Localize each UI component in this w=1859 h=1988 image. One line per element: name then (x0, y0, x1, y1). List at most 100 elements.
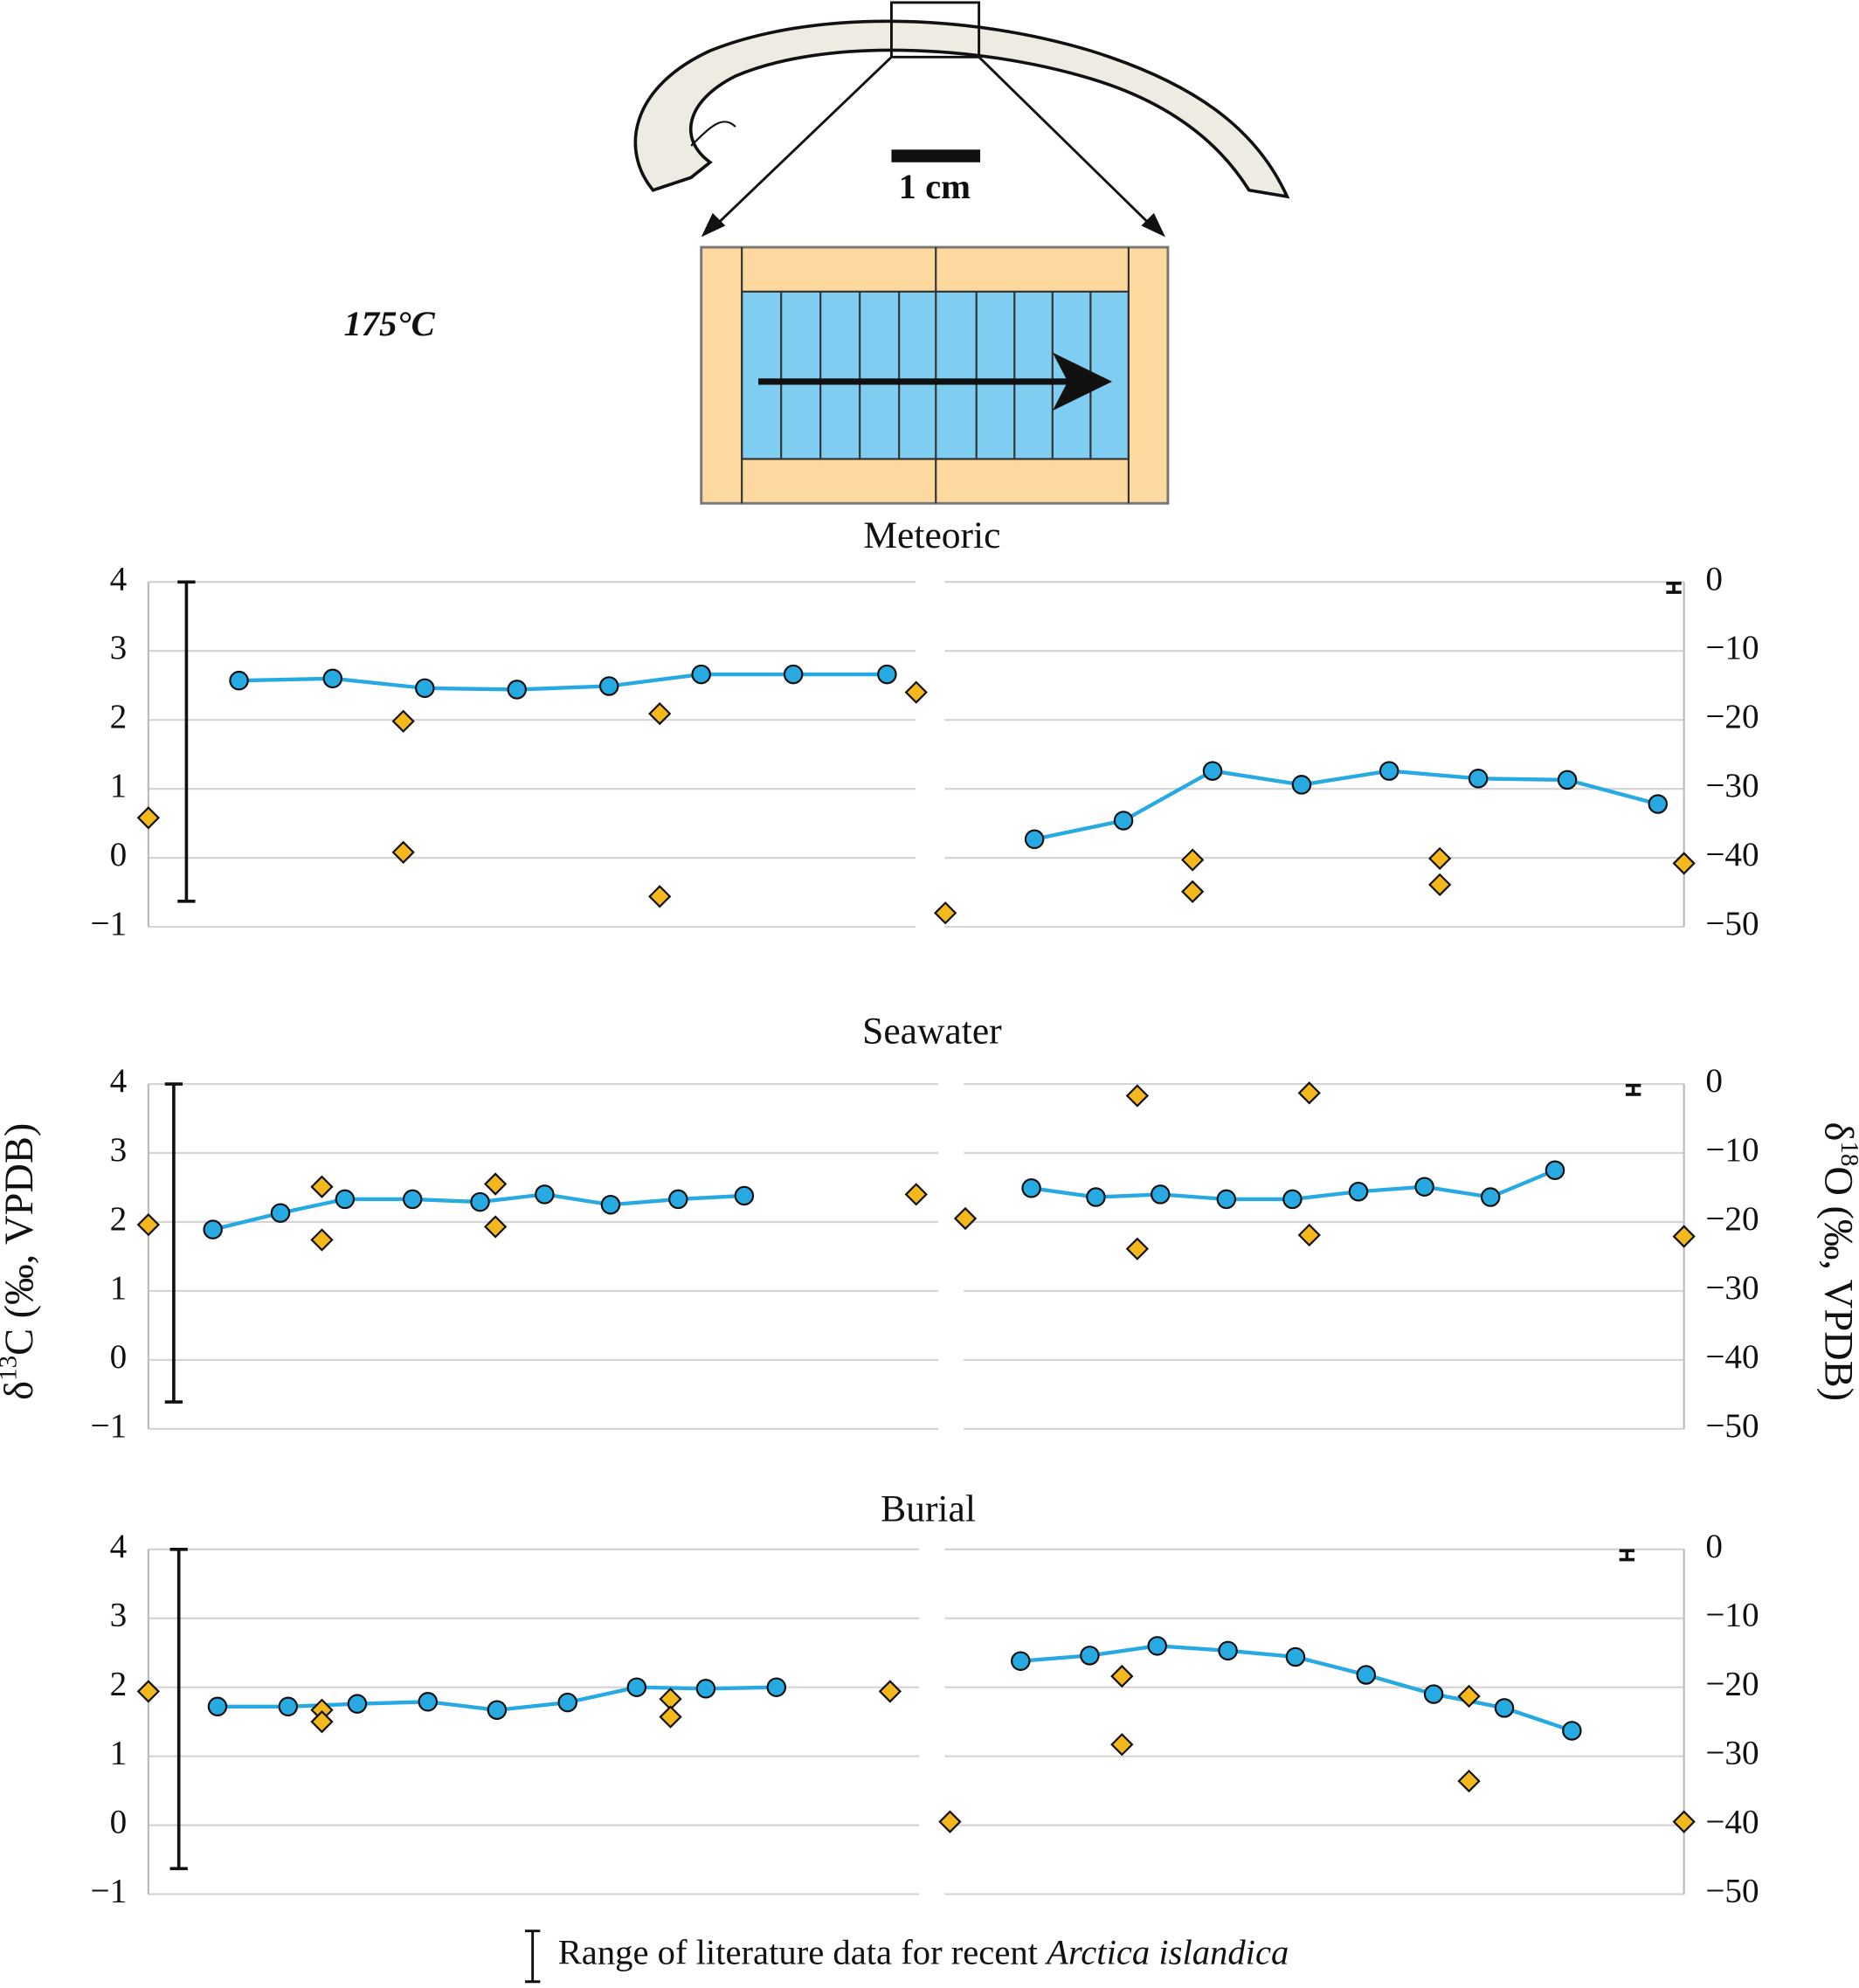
scale-label: 1 cm (899, 167, 971, 206)
y-tick-label: 1 (110, 767, 128, 804)
diamond-point (1181, 848, 1205, 872)
diamond-point (1297, 1223, 1321, 1247)
circle-point (1648, 794, 1669, 814)
label-part: C (‰, VPDB) (0, 1123, 42, 1356)
legend-part: Range of literature data for recent (558, 1933, 1047, 1972)
arrowhead (701, 212, 726, 238)
circle-point (1086, 1187, 1106, 1207)
zoom-line (708, 56, 893, 232)
y-tick-label: 2 (110, 698, 128, 735)
y-tick-label: 0 (110, 1338, 128, 1376)
circle-point (734, 1185, 755, 1206)
diamond-point (904, 1183, 928, 1206)
zoom-box (890, 1, 981, 59)
y2-tick-label: 0 (1705, 1062, 1723, 1100)
y2-tick-label: 0 (1705, 560, 1723, 597)
circle-point (507, 680, 527, 700)
diamond-point (136, 806, 161, 830)
circle-point (1480, 1187, 1501, 1207)
y-tick-label: 3 (110, 1597, 128, 1634)
y-axis-label: δ13C (‰, VPDB) (0, 1123, 42, 1400)
y2-tick-label: −10 (1705, 1131, 1759, 1169)
y-tick-label: 0 (110, 1804, 128, 1841)
y-tick-label: −1 (90, 905, 127, 942)
circle-point (229, 670, 249, 691)
circle-point (695, 1679, 716, 1699)
y-tick-label: 2 (110, 1200, 128, 1238)
label-part: 18 (1835, 1141, 1859, 1166)
circle-point (668, 1189, 688, 1210)
diamond-point (1428, 846, 1452, 871)
circle-point (1348, 1181, 1369, 1202)
y2-tick-label: −30 (1705, 767, 1759, 804)
circle-point (1414, 1177, 1434, 1197)
y2-tick-label: −50 (1705, 1873, 1759, 1910)
circle-point (1468, 769, 1489, 789)
diamond-point (391, 709, 415, 733)
circle-point (415, 678, 435, 699)
chart-title: Burial (881, 1488, 976, 1530)
label-part: 13 (0, 1356, 22, 1381)
y-tick-label: 4 (110, 560, 128, 597)
arrowhead (1141, 212, 1165, 238)
diamond-point (1457, 1684, 1481, 1708)
diamond-point (1428, 873, 1452, 897)
diamond-point (310, 1710, 334, 1734)
circle-point (1151, 1184, 1171, 1205)
chart-title: Seawater (862, 1010, 1002, 1052)
circle-point (1494, 1698, 1515, 1718)
y-tick-label: 1 (110, 1735, 128, 1772)
diamond-point (648, 701, 672, 726)
circle-point (335, 1189, 356, 1210)
diamond-point (1672, 1810, 1696, 1833)
circle-point (1379, 761, 1399, 781)
y2-tick-label: −20 (1705, 1200, 1759, 1238)
circle-point (1218, 1640, 1238, 1661)
y2-tick-label: −50 (1705, 905, 1759, 942)
y-tick-label: −1 (90, 1407, 127, 1445)
circle-point (877, 664, 897, 685)
y-tick-label: 4 (110, 1528, 128, 1565)
diamond-point (1297, 1081, 1321, 1105)
zoom-line (978, 56, 1158, 232)
y2-tick-label: −20 (1705, 1666, 1759, 1703)
y2-tick-label: −40 (1705, 1338, 1759, 1376)
circle-point (1021, 1178, 1041, 1198)
circle-point (1147, 1636, 1167, 1656)
diamond-point (1110, 1733, 1134, 1757)
diamond-point (483, 1215, 508, 1239)
series-line (238, 672, 888, 692)
circle-point (1285, 1646, 1306, 1667)
label-part: δ (0, 1381, 42, 1400)
y-tick-label: 2 (110, 1666, 128, 1703)
circle-point (1011, 1651, 1031, 1671)
y-tick-label: 3 (110, 1131, 128, 1169)
circle-point (626, 1677, 647, 1697)
circle-point (470, 1191, 490, 1212)
circle-point (347, 1694, 368, 1714)
y2-tick-label: −10 (1705, 629, 1759, 666)
circle-point (1423, 1684, 1444, 1704)
temperature: 175°C (344, 304, 436, 343)
y2-tick-label: −20 (1705, 698, 1759, 735)
y-tick-label: 3 (110, 629, 128, 666)
diamond-point (1672, 1225, 1696, 1248)
diamond-point (1181, 880, 1205, 903)
y-tick-label: 4 (110, 1062, 128, 1100)
diamond-point (310, 1228, 334, 1252)
diamond-point (904, 680, 928, 704)
circle-point (207, 1696, 228, 1717)
circle-point (278, 1696, 299, 1717)
circle-point (487, 1700, 508, 1721)
diamond-point (391, 840, 415, 864)
diamond-point (1672, 852, 1696, 875)
y2-tick-label: 0 (1705, 1528, 1723, 1565)
circle-point (418, 1692, 439, 1712)
circle-point (322, 668, 343, 689)
y2-tick-label: −40 (1705, 836, 1759, 873)
arrowhead (1052, 352, 1113, 411)
circle-point (535, 1184, 555, 1205)
circle-point (600, 1194, 621, 1215)
